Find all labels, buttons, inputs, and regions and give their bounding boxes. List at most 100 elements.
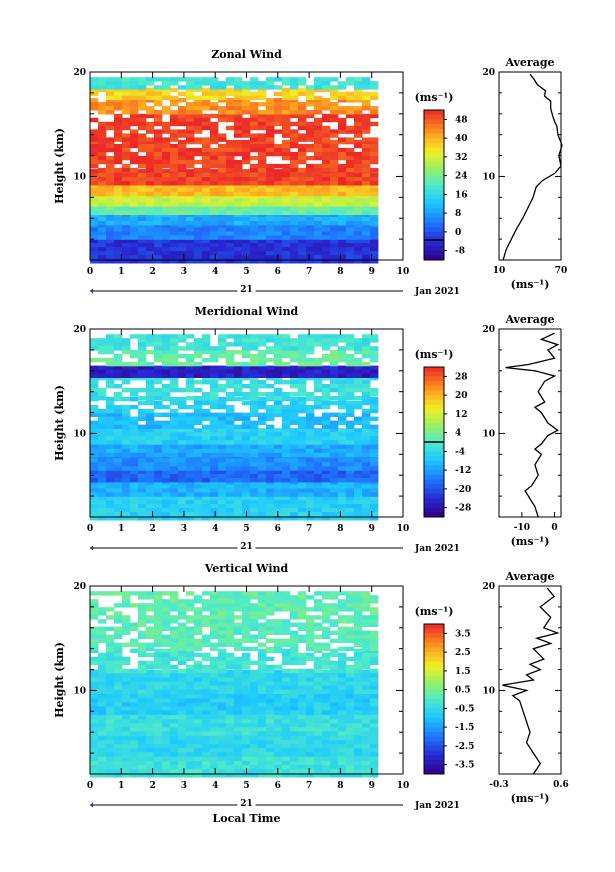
heatmap-cell	[330, 706, 339, 711]
heatmap-cell	[90, 420, 99, 425]
heatmap-cell	[194, 681, 203, 686]
heatmap-cell	[186, 677, 195, 682]
heatmap-cell	[274, 342, 283, 347]
heatmap-cell	[274, 488, 283, 493]
heatmap-cell	[202, 113, 211, 119]
heatmap-cell	[266, 408, 275, 414]
heatmap-cell	[178, 163, 187, 169]
heatmap-cell	[290, 452, 299, 458]
heatmap-cell	[154, 259, 163, 264]
heatmap-cell	[242, 470, 251, 475]
heatmap-cell	[186, 87, 195, 93]
heatmap-cell	[370, 353, 379, 359]
date-day: 21	[240, 285, 253, 295]
heatmap-cell	[226, 113, 235, 119]
heatmap-cell	[106, 752, 115, 757]
heatmap-cell	[202, 412, 211, 417]
heatmap-cell	[266, 133, 275, 138]
heatmap-cell	[218, 634, 227, 639]
heatmap-cell	[154, 698, 163, 703]
heatmap-cell	[218, 235, 227, 240]
heatmap-cell	[346, 424, 355, 429]
heatmap-cell	[354, 664, 363, 670]
heatmap-cell	[154, 420, 163, 425]
heatmap-cell	[314, 452, 323, 458]
heatmap-cell	[354, 626, 363, 631]
heatmap-cell	[306, 462, 315, 467]
colorbar-segment	[424, 236, 444, 242]
heatmap-cell	[122, 412, 131, 417]
heatmap-cell	[330, 396, 339, 401]
heatmap-cell	[250, 512, 259, 517]
heatmap-cell	[162, 181, 171, 186]
heatmap-cell	[122, 194, 131, 199]
heatmap-cell	[282, 255, 291, 260]
heatmap-cell	[290, 512, 299, 517]
heatmap-cell	[298, 652, 307, 658]
colorbar-tick-label: -4	[455, 447, 465, 457]
heatmap-cell	[266, 504, 275, 509]
heatmap-cell	[298, 121, 307, 127]
heatmap-cell	[106, 163, 115, 169]
heatmap-cell	[106, 689, 115, 694]
heatmap-cell	[354, 694, 363, 699]
heatmap-cell	[322, 147, 331, 153]
heatmap-cell	[250, 213, 259, 218]
heatmap-cell	[346, 736, 355, 741]
heatmap-cell	[218, 106, 227, 111]
heatmap-cell	[362, 428, 371, 433]
heatmap-cell	[322, 664, 331, 670]
heatmap-cell	[258, 723, 267, 728]
x-tick-label: 3	[181, 524, 187, 534]
heatmap-cell	[106, 440, 115, 445]
heatmap-cell	[226, 159, 235, 165]
heatmap-cell	[122, 681, 131, 686]
heatmap-cell	[106, 110, 115, 115]
heatmap-cell	[154, 251, 163, 256]
heatmap-cell	[338, 761, 347, 766]
heatmap-cell	[178, 255, 187, 260]
x-tick-label: 9	[369, 524, 375, 534]
heatmap-cell	[194, 206, 203, 211]
heatmap-cell	[114, 81, 123, 86]
heatmap-cell	[234, 177, 243, 182]
heatmap-cell	[314, 710, 323, 715]
heatmap-cell	[346, 740, 355, 745]
heatmap-cell	[178, 702, 187, 707]
heatmap-cell	[98, 698, 107, 703]
heatmap-cell	[98, 681, 107, 686]
heatmap-cell	[338, 384, 347, 389]
heatmap-cell	[282, 183, 291, 189]
heatmap-cell	[298, 173, 307, 178]
heatmap-cell	[258, 466, 267, 471]
heatmap-cell	[298, 408, 307, 414]
heatmap-cell	[322, 243, 331, 248]
heatmap-cell	[210, 642, 219, 647]
heatmap-cell	[130, 478, 139, 483]
heatmap-cell	[258, 504, 267, 509]
heatmap-cell	[298, 440, 307, 445]
heatmap-cell	[314, 488, 323, 493]
heatmap-cell	[138, 155, 147, 161]
heatmap-cell	[346, 388, 355, 393]
heatmap-cell	[346, 656, 355, 662]
heatmap-cell	[346, 748, 355, 753]
heatmap-cell	[106, 731, 115, 736]
heatmap-cell	[266, 761, 275, 766]
heatmap-cell	[290, 652, 299, 658]
heatmap-cell	[362, 349, 371, 355]
heatmap-cell	[218, 660, 227, 666]
heatmap-cell	[162, 432, 171, 437]
heatmap-cell	[314, 685, 323, 690]
heatmap-cell	[274, 243, 283, 248]
heatmap-cell	[194, 361, 203, 367]
heatmap-cell	[306, 231, 315, 236]
heatmap-cell	[210, 424, 219, 429]
heatmap-cell	[330, 500, 339, 505]
heatmap-cell	[218, 163, 227, 169]
heatmap-cell	[226, 710, 235, 715]
heatmap-cell	[186, 646, 195, 651]
heatmap-cell	[146, 761, 155, 766]
heatmap-cell	[114, 677, 123, 682]
heatmap-cell	[298, 698, 307, 703]
